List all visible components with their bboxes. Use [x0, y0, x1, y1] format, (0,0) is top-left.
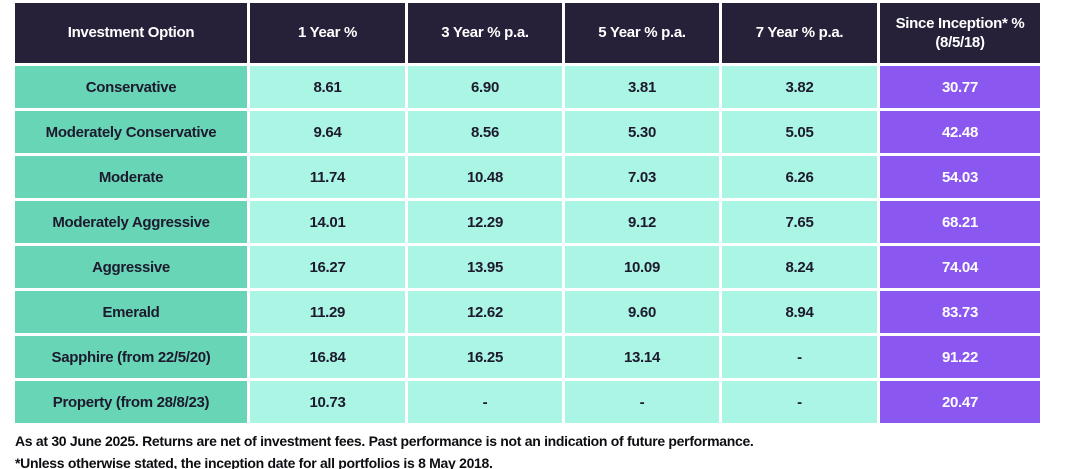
value-cell: 9.64	[250, 111, 405, 153]
value-cell: 3.81	[565, 66, 719, 108]
value-cell: 9.60	[565, 291, 719, 333]
header-since-inception-line1: Since Inception* %	[895, 14, 1025, 32]
value-cell: -	[722, 336, 877, 378]
value-cell: -	[565, 381, 719, 423]
value-cell: 5.30	[565, 111, 719, 153]
value-cell: 8.24	[722, 246, 877, 288]
header-3-year: 3 Year % p.a.	[408, 3, 562, 63]
value-cell: 12.62	[408, 291, 562, 333]
footnotes: As at 30 June 2025. Returns are net of i…	[15, 430, 754, 469]
value-cell: 12.29	[408, 201, 562, 243]
header-7-year: 7 Year % p.a.	[722, 3, 877, 63]
option-cell: Conservative	[15, 66, 247, 108]
value-cell: 16.25	[408, 336, 562, 378]
value-cell: 13.14	[565, 336, 719, 378]
value-cell: 6.90	[408, 66, 562, 108]
value-cell: 16.84	[250, 336, 405, 378]
option-cell: Aggressive	[15, 246, 247, 288]
value-cell: 5.05	[722, 111, 877, 153]
inception-cell: 68.21	[880, 201, 1040, 243]
header-1-year: 1 Year %	[250, 3, 405, 63]
value-cell: 11.74	[250, 156, 405, 198]
value-cell: 10.73	[250, 381, 405, 423]
value-cell: 3.82	[722, 66, 877, 108]
inception-cell: 74.04	[880, 246, 1040, 288]
inception-cell: 54.03	[880, 156, 1040, 198]
option-cell: Moderately Aggressive	[15, 201, 247, 243]
value-cell: 7.65	[722, 201, 877, 243]
value-cell: -	[408, 381, 562, 423]
value-cell: 11.29	[250, 291, 405, 333]
header-since-inception-line2: (8/5/18)	[935, 34, 985, 51]
inception-cell: 83.73	[880, 291, 1040, 333]
value-cell: 6.26	[722, 156, 877, 198]
value-cell: 16.27	[250, 246, 405, 288]
inception-cell: 91.22	[880, 336, 1040, 378]
value-cell: 10.09	[565, 246, 719, 288]
header-5-year: 5 Year % p.a.	[565, 3, 719, 63]
header-investment-option: Investment Option	[15, 3, 247, 63]
footnote-as-at: As at 30 June 2025. Returns are net of i…	[15, 433, 754, 449]
value-cell: 8.61	[250, 66, 405, 108]
value-cell: 8.94	[722, 291, 877, 333]
value-cell: 7.03	[565, 156, 719, 198]
option-cell: Moderate	[15, 156, 247, 198]
value-cell: 13.95	[408, 246, 562, 288]
value-cell: 14.01	[250, 201, 405, 243]
option-cell: Property (from 28/8/23)	[15, 381, 247, 423]
header-since-inception: Since Inception* % (8/5/18)	[880, 3, 1040, 63]
value-cell: -	[722, 381, 877, 423]
value-cell: 9.12	[565, 201, 719, 243]
option-cell: Moderately Conservative	[15, 111, 247, 153]
value-cell: 8.56	[408, 111, 562, 153]
value-cell: 10.48	[408, 156, 562, 198]
inception-cell: 30.77	[880, 66, 1040, 108]
investment-returns-table: Investment Option 1 Year % 3 Year % p.a.…	[15, 3, 1040, 423]
footnote-inception-date: *Unless otherwise stated, the inception …	[15, 455, 493, 469]
inception-cell: 20.47	[880, 381, 1040, 423]
inception-cell: 42.48	[880, 111, 1040, 153]
option-cell: Sapphire (from 22/5/20)	[15, 336, 247, 378]
option-cell: Emerald	[15, 291, 247, 333]
